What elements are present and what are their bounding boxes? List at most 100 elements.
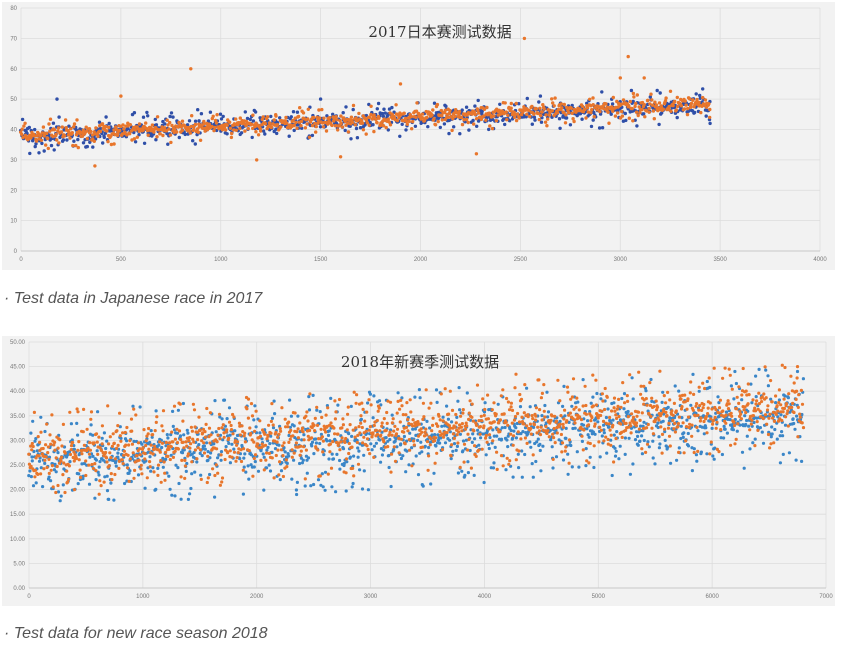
data-point — [621, 419, 626, 423]
data-point — [735, 395, 739, 399]
data-point — [611, 95, 615, 100]
data-point — [169, 140, 173, 145]
data-point — [359, 118, 364, 123]
data-point — [367, 102, 371, 107]
data-point — [800, 421, 804, 425]
data-point — [761, 417, 765, 421]
data-point — [432, 101, 437, 105]
data-point — [420, 450, 424, 454]
data-point — [528, 405, 532, 409]
data-point — [196, 438, 200, 442]
data-point — [273, 412, 277, 416]
data-point — [41, 125, 46, 129]
data-point — [56, 126, 61, 130]
data-point — [121, 123, 125, 127]
data-point — [46, 451, 50, 455]
data-point — [288, 398, 292, 402]
data-point — [63, 134, 67, 138]
data-point — [48, 433, 52, 437]
data-point — [258, 431, 262, 435]
data-point — [149, 469, 153, 473]
data-point — [369, 104, 373, 109]
data-point — [587, 461, 591, 465]
data-point — [184, 440, 188, 444]
data-point — [458, 432, 462, 436]
data-point — [492, 401, 496, 405]
data-point — [411, 424, 415, 428]
data-point — [163, 478, 167, 482]
data-point — [456, 441, 460, 445]
data-point — [544, 113, 548, 117]
data-point — [514, 426, 518, 430]
data-point — [193, 470, 197, 474]
data-point — [142, 141, 147, 145]
data-point — [770, 425, 774, 429]
data-point — [328, 442, 332, 446]
data-point — [590, 415, 594, 420]
y-tick-label: 70 — [10, 36, 17, 42]
data-point — [722, 436, 726, 440]
data-point — [196, 108, 200, 112]
data-point — [441, 419, 445, 423]
data-point — [219, 117, 224, 121]
data-point — [490, 126, 495, 131]
data-point — [171, 115, 175, 119]
data-point — [128, 439, 132, 443]
data-point — [314, 124, 318, 129]
data-point — [492, 434, 496, 438]
data-point — [144, 443, 148, 448]
data-point — [461, 449, 465, 453]
data-point — [151, 466, 155, 470]
data-point — [105, 129, 109, 133]
data-point — [555, 110, 560, 115]
data-point — [604, 435, 608, 439]
data-point — [404, 119, 409, 124]
data-point — [568, 411, 573, 415]
data-point — [372, 394, 376, 398]
data-point — [733, 442, 737, 446]
data-point — [398, 134, 402, 138]
data-point — [642, 112, 646, 116]
data-point — [78, 468, 82, 472]
data-point — [263, 122, 267, 126]
data-point — [176, 408, 180, 412]
data-point — [461, 408, 465, 412]
data-point — [760, 395, 764, 399]
data-point — [349, 115, 354, 119]
data-point — [366, 401, 370, 405]
data-point — [87, 127, 92, 131]
data-point — [482, 114, 486, 118]
x-tick-label: 3500 — [713, 257, 727, 263]
data-point — [498, 418, 502, 422]
data-point — [676, 422, 681, 426]
data-point — [333, 124, 338, 128]
data-point — [635, 124, 639, 128]
data-point — [200, 126, 205, 130]
data-point — [393, 459, 398, 463]
data-point — [290, 448, 294, 452]
data-point — [491, 428, 495, 432]
data-point — [160, 445, 164, 450]
data-point — [249, 431, 253, 436]
data-point — [491, 439, 495, 443]
data-point — [480, 419, 484, 423]
data-point — [640, 434, 644, 438]
data-point — [110, 444, 114, 448]
data-point — [489, 426, 493, 430]
data-point — [662, 394, 666, 398]
data-point — [457, 386, 461, 390]
data-point — [561, 404, 565, 408]
data-point — [710, 426, 714, 430]
data-point — [421, 445, 425, 449]
data-point — [75, 407, 79, 411]
data-point — [65, 138, 69, 142]
data-point — [422, 415, 426, 419]
data-point — [140, 442, 144, 446]
data-point — [200, 454, 204, 458]
data-point — [395, 411, 399, 415]
data-point — [514, 118, 519, 123]
data-point — [439, 392, 443, 396]
data-point — [98, 446, 102, 450]
data-point — [777, 388, 782, 392]
data-point — [382, 440, 386, 444]
